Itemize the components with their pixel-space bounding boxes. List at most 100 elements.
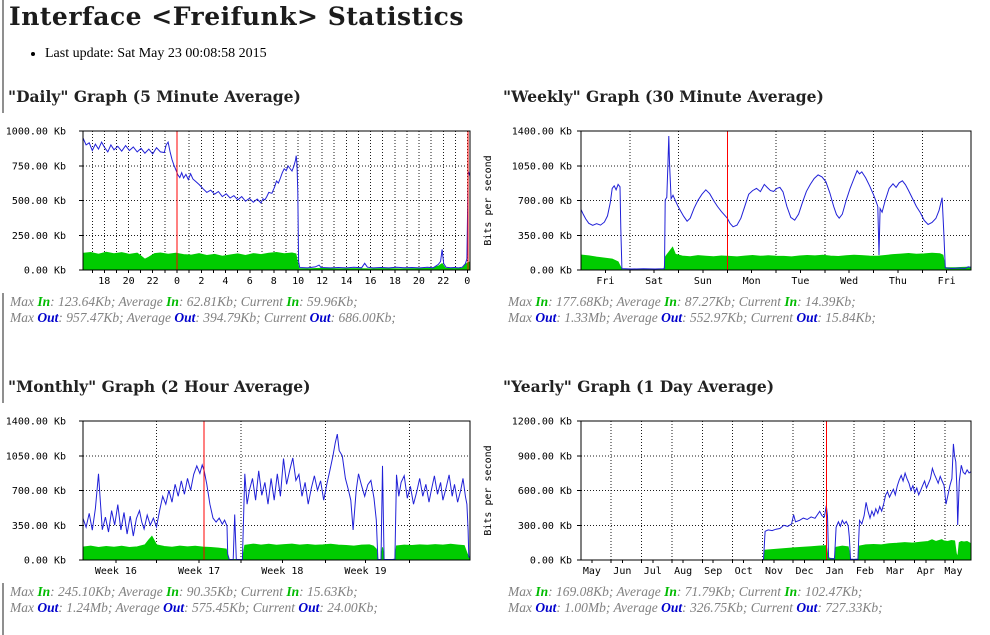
y-tick-label: 1000.00 Kb [6, 127, 66, 138]
x-tick-label: 18 [98, 276, 110, 287]
x-tick-label: 0 [174, 276, 180, 287]
stats-line-out: Max Out: 1.00Mb; Average Out: 326.75Kb; … [508, 600, 985, 616]
plot-background [83, 131, 470, 270]
x-tick-label: Mon [743, 276, 761, 287]
stats-line-out: Max Out: 1.24Mb; Average Out: 575.45Kb; … [10, 600, 507, 616]
stats-text: ; [353, 584, 358, 599]
x-tick-label: Thu [889, 276, 907, 287]
stats-direction-label: Out [535, 600, 557, 615]
stats-value: : 326.75Kb [682, 600, 743, 615]
stats-direction-label: Out [37, 600, 59, 615]
stats-direction-label: In [166, 584, 179, 599]
stats-value: : 71.79Kb [676, 584, 731, 599]
y-axis-title: Bits per second [483, 155, 494, 245]
x-tick-label: 2 [198, 276, 204, 287]
y-tick-label: 300.00 Kb [518, 521, 572, 532]
stats-value: : 552.97Kb [682, 310, 743, 325]
y-tick-label: 1400.00 Kb [512, 127, 572, 138]
y-axis-labels: 1400.00 Kb 1050.00 Kb 700.00 Kb 350.00 Kb 0.… [6, 417, 83, 567]
stats-direction-label: In [664, 294, 677, 309]
stats-text: ; [878, 600, 883, 615]
page-title: Interface <Freifunk> Statistics [9, 2, 464, 31]
out-traffic-line [580, 135, 972, 270]
x-tick-label: 0 [464, 276, 470, 287]
stats-label: ; Current [256, 310, 310, 325]
stats-direction-label: In [166, 294, 179, 309]
out-traffic-line [581, 443, 972, 561]
monthly-graph-heading: "Monthly" Graph (2 Hour Average) [8, 377, 311, 396]
stats-label: ; Average [119, 310, 175, 325]
yearly-graph-heading: "Yearly" Graph (1 Day Average) [503, 377, 775, 396]
stats-line-out: Max Out: 1.33Mb; Average Out: 552.97Kb; … [508, 310, 985, 326]
weekly-graph: 1400.00 Kb 1050.00 Kb 700.00 Kb 350.00 Kb 0.… [480, 113, 980, 293]
x-tick-label: Week 17 [178, 566, 220, 577]
stats-value: : 1.33Mb [556, 310, 606, 325]
x-tick-label: Week 16 [95, 566, 137, 577]
x-tick-label: May [944, 566, 962, 577]
stats-direction-label: Out [535, 310, 557, 325]
stats-line-in: Max In: 245.10Kb; Average In: 90.35Kb; C… [10, 584, 507, 600]
y-tick-label: 700.00 Kb [12, 486, 66, 497]
plot-background [83, 421, 470, 560]
y-tick-label: 1050.00 Kb [6, 451, 66, 462]
x-tick-label: Wed [840, 276, 858, 287]
stats-value: : 24.00Kb [319, 600, 374, 615]
stats-label: ; Average [110, 294, 167, 309]
stats-direction-label: Out [309, 310, 331, 325]
stats-direction-label: In [286, 584, 300, 599]
stats-text: ; [391, 310, 396, 325]
stats-direction-label: In [784, 584, 798, 599]
x-tick-label: 22 [147, 276, 159, 287]
stats-text: ; [871, 310, 876, 325]
daily-graph-section: "Daily" Graph (5 Minute Average) 1000.00… [2, 87, 507, 326]
y-axis-labels: 1200.00 Kb 900.00 Kb 600.00 Kb 300.00 Kb 0.0… [512, 417, 581, 567]
yearly-graph-section: "Yearly" Graph (1 Day Average) 1200.00 K… [480, 377, 985, 616]
stats-direction-label: In [286, 294, 300, 309]
x-tick-label: Week 18 [261, 566, 303, 577]
x-tick-label: May [583, 566, 601, 577]
stats-value: : 90.35Kb [178, 584, 233, 599]
x-tick-label: 22 [437, 276, 449, 287]
stats-direction-label: In [37, 294, 51, 309]
stats-label: ; Average [110, 584, 167, 599]
x-tick-label: 20 [123, 276, 135, 287]
weekly-graph-heading: "Weekly" Graph (30 Minute Average) [503, 87, 824, 106]
stats-label: ; Average [608, 584, 665, 599]
stats-value: : 727.33Kb [817, 600, 879, 615]
stats-label: Max [508, 294, 536, 309]
x-tick-label: 18 [389, 276, 401, 287]
x-tick-label: Oct [735, 566, 753, 577]
stats-direction-label: Out [37, 310, 59, 325]
stats-value: : 1.24Mb [58, 600, 108, 615]
stats-value: : 394.79Kb [195, 310, 257, 325]
x-tick-label: Jul [644, 566, 662, 577]
x-tick-label: 8 [271, 276, 277, 287]
y-tick-label: 600.00 Kb [518, 486, 572, 497]
stats-value: : 14.39Kb [797, 294, 852, 309]
stats-label: Max [10, 294, 38, 309]
last-update-text: Last update: Sat May 23 00:08:58 2015 [45, 46, 267, 62]
stats-label: Max [508, 584, 536, 599]
x-tick-label: Jun [613, 566, 631, 577]
stats-label: ; Current [232, 294, 287, 309]
stats-direction-label: In [664, 584, 677, 599]
stats-label: ; Current [244, 600, 299, 615]
stats-direction-label: Out [661, 310, 683, 325]
y-tick-label: 350.00 Kb [518, 231, 572, 242]
stats-direction-label: Out [163, 600, 185, 615]
x-tick-label: 4 [222, 276, 228, 287]
stats-label: ; Current [232, 584, 287, 599]
stats-value: : 59.96Kb [299, 294, 354, 309]
stats-value: : 102.47Kb [797, 584, 858, 599]
stats-label: ; Average [605, 600, 662, 615]
stats-label: ; Average [608, 294, 665, 309]
x-axis-labels: May Jun Jul Aug Sep Oct Nov Dec Jan Feb Mar Apr May [583, 560, 962, 577]
y-axis-title: Bits per second [483, 445, 494, 535]
y-tick-label: 1200.00 Kb [512, 417, 572, 428]
x-tick-label: Mar [886, 566, 904, 577]
stats-line-in: Max In: 123.64Kb; Average In: 62.81Kb; C… [10, 294, 507, 310]
x-axis-labels: 18 20 22 0 2 4 6 8 10 12 14 16 18 20 22 0 [91, 270, 470, 287]
page-left-border [2, 0, 4, 635]
stats-value: : 169.08Kb [548, 584, 609, 599]
x-tick-label: Sep [704, 566, 722, 577]
